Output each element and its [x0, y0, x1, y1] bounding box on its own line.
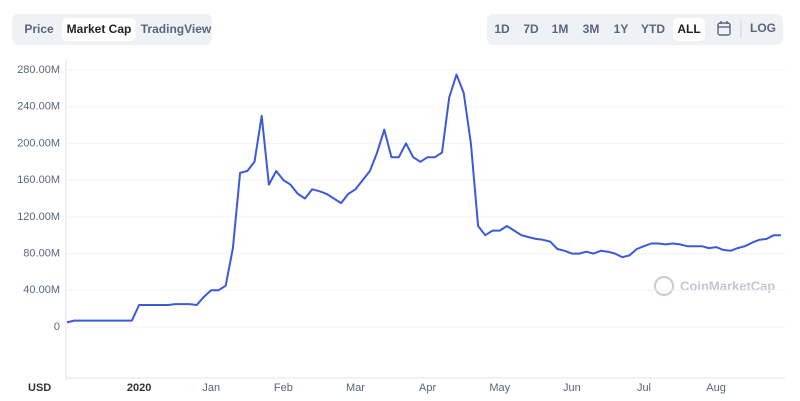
- range-button[interactable]: ALL: [677, 22, 700, 36]
- range-button[interactable]: YTD: [641, 22, 665, 36]
- range-active-bg: [673, 18, 705, 41]
- range-button[interactable]: 3M: [583, 22, 600, 36]
- line: [66, 73, 781, 324]
- y-tick-label: 160.00M: [17, 174, 60, 186]
- range-button[interactable]: 1M: [552, 22, 569, 36]
- tab-active-bg: [62, 18, 136, 41]
- watermark-text: CoinMarketCap: [680, 278, 775, 293]
- watermark: CoinMarketCap: [654, 276, 775, 296]
- y-tick-label: 200.00M: [17, 137, 60, 149]
- range-button[interactable]: 7D: [523, 22, 539, 36]
- y-tick-label: 0: [54, 321, 60, 333]
- y-tick-label: 80.00M: [23, 247, 60, 259]
- grid: 0 40.00M 80.00M 120.00M 160.00M 200.00M 240.00…: [17, 64, 785, 394]
- x-tick-label: 2020: [127, 382, 151, 394]
- x-tick-label: Aug: [706, 382, 726, 394]
- y-tick-label: 280.00M: [17, 64, 60, 76]
- x-tick-label: Mar: [346, 382, 365, 394]
- plot: [66, 73, 781, 324]
- x-tick-label: Jan: [202, 382, 220, 394]
- tabs: Price Market Cap TradingView: [24, 18, 212, 41]
- range-button[interactable]: 1D: [494, 22, 510, 36]
- x-tick-label: Jun: [563, 382, 581, 394]
- log-button[interactable]: LOG: [750, 21, 776, 35]
- calendar-icon[interactable]: [717, 21, 731, 36]
- tab[interactable]: TradingView: [141, 22, 212, 36]
- y-tick-label: 120.00M: [17, 211, 60, 223]
- y-tick-label: 40.00M: [23, 284, 60, 296]
- x-tick-label: Jul: [637, 382, 651, 394]
- tab[interactable]: Market Cap: [67, 22, 132, 36]
- y-tick-label: 240.00M: [17, 101, 60, 113]
- range-button[interactable]: 1Y: [614, 22, 629, 36]
- range-group: [487, 14, 783, 45]
- x-tick-label: Feb: [274, 382, 293, 394]
- ranges: 1D 7D 1M 3M 1Y YTD ALL: [494, 18, 705, 41]
- currency-label: USD: [28, 382, 51, 394]
- x-tick-label: May: [489, 382, 510, 394]
- tab[interactable]: Price: [24, 22, 54, 36]
- x-tick-label: Apr: [419, 382, 436, 394]
